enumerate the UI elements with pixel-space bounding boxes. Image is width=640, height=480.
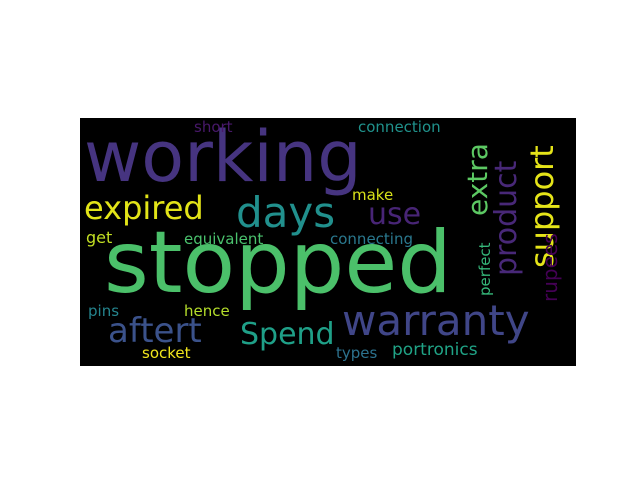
word-socket: socket [142,344,191,362]
word-expired: expired [84,189,204,227]
word-use: use [368,197,422,232]
word-perfect: perfect [476,242,494,296]
word-stopped: stopped [104,213,452,313]
word-spend: Spend [240,317,335,352]
word-extra: extra [461,143,494,216]
word-connection: connection [358,118,441,136]
word-working: working [84,118,362,198]
word-cloud: working stopped warranty expired days us… [80,118,576,366]
word-types: types [336,344,378,362]
word-product: product [489,160,524,276]
word-warranty: warranty [342,296,530,345]
word-short: short [194,118,233,136]
word-make: make [352,186,394,204]
word-connecting: connecting [330,230,413,248]
word-equivalent: equivalent [184,230,264,248]
word-portronics: portronics [392,340,478,360]
word-hence: hence [184,302,230,320]
word-days: days [236,188,336,237]
word-rupees: rupees [538,233,562,302]
word-pins: pins [88,302,120,320]
word-aftert: aftert [108,311,202,351]
word-get: get [86,228,113,247]
